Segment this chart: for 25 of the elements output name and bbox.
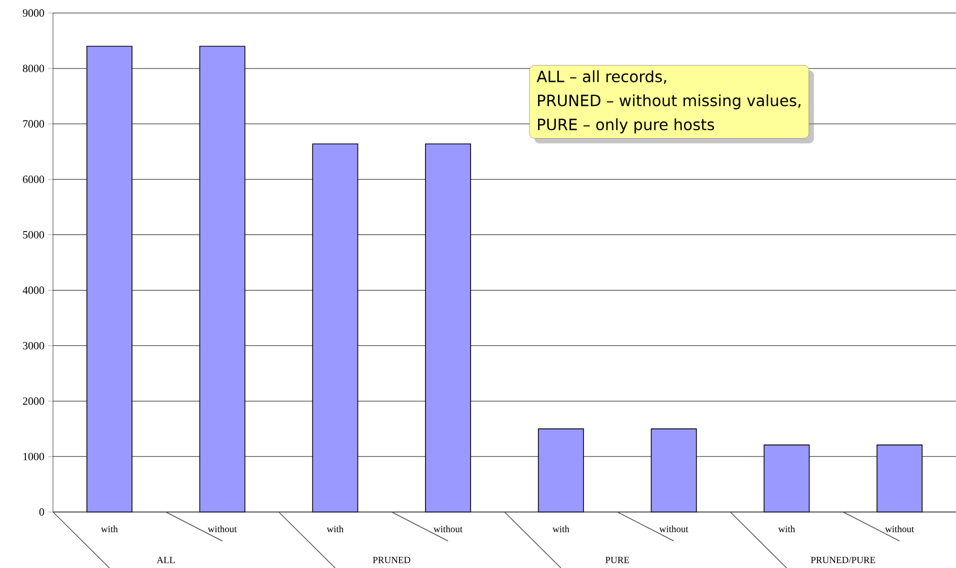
y-tick-label: 0 xyxy=(39,508,44,516)
y-tick-label: 4000 xyxy=(22,286,44,294)
y-tick-label: 7000 xyxy=(23,120,44,128)
text: ALL xyxy=(156,556,175,564)
annotation: PURE – only pure hosts xyxy=(538,118,714,134)
x-tick-label: without xyxy=(208,526,237,532)
y-tick-label: 1000 xyxy=(23,452,44,460)
y-tick-label: 2000 xyxy=(22,397,44,405)
x-tick-label: with xyxy=(778,526,796,532)
x-tick-label: without xyxy=(885,526,914,532)
y-tick-label: 8000 xyxy=(22,64,44,72)
y-tick-label: 5000 xyxy=(23,231,44,238)
annotation: ALL – all records, xyxy=(536,70,666,84)
x-tick-label: without xyxy=(659,526,688,532)
y-tick-label: 9000 xyxy=(22,9,44,17)
text: PURE xyxy=(606,556,630,564)
annotation: PRUNED – without missing values, xyxy=(538,94,800,110)
x-tick-label: with xyxy=(101,526,118,532)
y-tick-label: 3000 xyxy=(23,342,44,350)
text: PRUNED/PURE xyxy=(810,556,876,564)
text: PRUNED xyxy=(372,556,410,564)
x-tick-label: without xyxy=(434,526,463,532)
x-tick-label: with xyxy=(326,526,344,532)
x-tick-label: with xyxy=(552,526,570,532)
y-tick-label: 6000 xyxy=(22,176,44,184)
